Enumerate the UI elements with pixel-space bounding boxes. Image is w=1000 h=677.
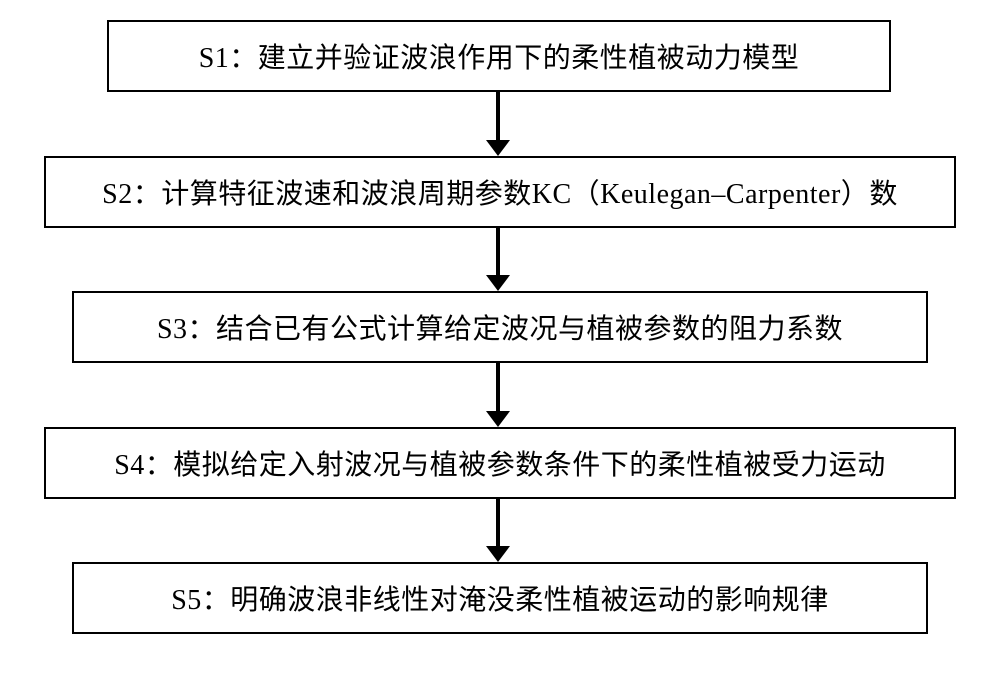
flow-step-s2: S2：计算特征波速和波浪周期参数KC（Keulegan–Carpenter）数	[44, 156, 956, 228]
flow-step-label: S5：明确波浪非线性对淹没柔性植被运动的影响规律	[171, 578, 829, 618]
flowchart-canvas: S1：建立并验证波浪作用下的柔性植被动力模型 S2：计算特征波速和波浪周期参数KC…	[0, 0, 1000, 677]
flow-step-s1: S1：建立并验证波浪作用下的柔性植被动力模型	[107, 20, 891, 92]
flow-arrow-head-icon	[486, 275, 510, 291]
flow-arrow-head-icon	[486, 140, 510, 156]
flow-arrow-head-icon	[486, 546, 510, 562]
flow-arrow	[496, 499, 500, 546]
flow-arrow	[496, 363, 500, 411]
flow-step-s3: S3：结合已有公式计算给定波况与植被参数的阻力系数	[72, 291, 928, 363]
flow-step-label: S4：模拟给定入射波况与植被参数条件下的柔性植被受力运动	[114, 443, 886, 483]
flow-step-label: S1：建立并验证波浪作用下的柔性植被动力模型	[199, 36, 800, 76]
flow-step-s4: S4：模拟给定入射波况与植被参数条件下的柔性植被受力运动	[44, 427, 956, 499]
flow-step-label: S3：结合已有公式计算给定波况与植被参数的阻力系数	[157, 307, 843, 347]
flow-arrow	[496, 228, 500, 275]
flow-step-s5: S5：明确波浪非线性对淹没柔性植被运动的影响规律	[72, 562, 928, 634]
flow-arrow	[496, 92, 500, 140]
flow-arrow-head-icon	[486, 411, 510, 427]
flow-step-label: S2：计算特征波速和波浪周期参数KC（Keulegan–Carpenter）数	[102, 172, 898, 212]
